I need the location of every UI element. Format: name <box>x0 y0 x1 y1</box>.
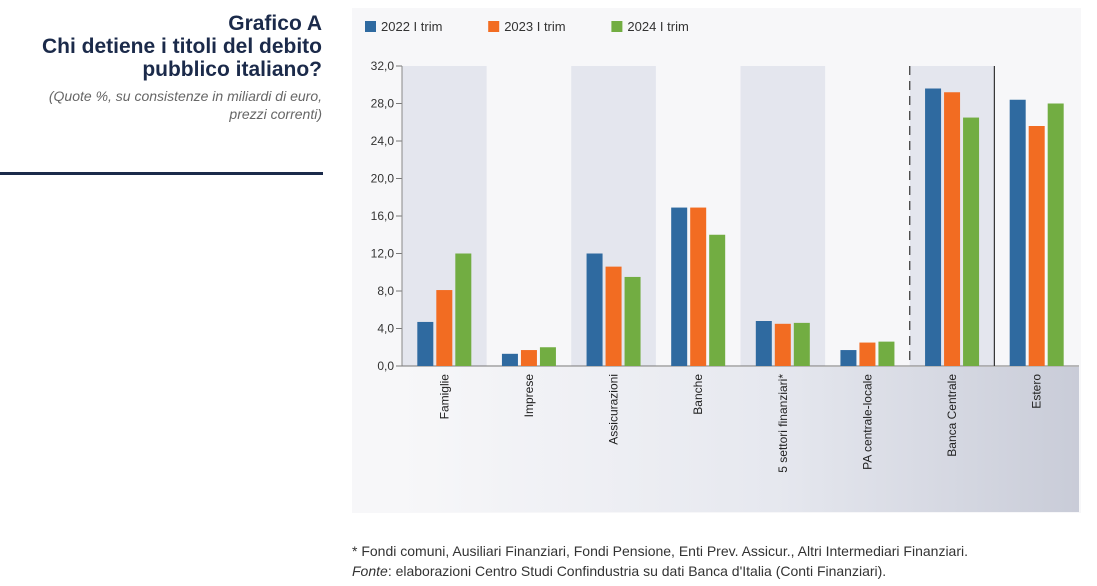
y-tick-label: 28,0 <box>371 97 395 111</box>
bar <box>774 323 791 366</box>
y-tick-label: 4,0 <box>377 322 394 336</box>
bar <box>520 350 537 366</box>
legend-swatch <box>365 21 376 32</box>
legend-swatch <box>488 21 500 32</box>
y-tick-label: 16,0 <box>371 209 395 223</box>
chart-title-line-3: pubblico italiano? <box>142 58 322 81</box>
category-band <box>740 66 826 366</box>
y-tick-label: 32,0 <box>371 59 395 73</box>
chart-notes: * Fondi comuni, Ausiliari Finanziari, Fo… <box>352 541 1092 581</box>
bar <box>963 117 980 366</box>
y-tick-label: 12,0 <box>371 247 395 261</box>
bar <box>501 353 518 366</box>
legend-swatch <box>611 21 623 32</box>
bar <box>671 207 688 366</box>
chart-title-line-2: Chi detiene i titoli del debito <box>41 35 322 58</box>
legend-label: 2024 I trim <box>627 19 688 34</box>
source-text: : elaborazioni Centro Studi Confindustri… <box>387 563 887 579</box>
chart-subtitle: (Quote %, su consistenze in miliardi di … <box>48 88 322 122</box>
legend-label: 2022 I trim <box>381 19 442 34</box>
x-tick-label: Famiglie <box>437 374 451 420</box>
bar <box>417 321 434 366</box>
chart-panel: 0,0 4,0 8,0 12,0 16,0 20,0 24,0 28,0 32,0 Famigli… <box>352 8 1081 513</box>
x-tick-label: 5 settori finanziari* <box>776 374 790 473</box>
bar <box>709 234 726 366</box>
bar <box>605 266 622 366</box>
y-tick-label: 0,0 <box>377 359 394 373</box>
bar <box>793 322 810 366</box>
bar <box>539 347 556 366</box>
title-divider <box>0 172 323 175</box>
bar <box>755 321 772 366</box>
bar <box>586 253 603 366</box>
legend-label: 2023 I trim <box>504 19 565 34</box>
source-label: Fonte <box>352 563 388 579</box>
y-tick-label: 20,0 <box>371 172 395 186</box>
category-label-band <box>402 367 1079 512</box>
bar <box>878 341 895 366</box>
bar-chart: 0,0 4,0 8,0 12,0 16,0 20,0 24,0 28,0 32,0 Famigli… <box>365 19 1079 512</box>
bar <box>944 92 961 366</box>
bar <box>1009 99 1026 366</box>
bar <box>859 342 876 366</box>
source-note: Fonte: elaborazioni Centro Studi Confind… <box>352 561 1092 581</box>
chart-title-line-1: Grafico A <box>228 12 322 35</box>
bar <box>925 88 942 366</box>
bar <box>436 290 453 366</box>
bar <box>624 276 641 366</box>
bar <box>455 253 472 366</box>
x-tick-label: Imprese <box>522 374 536 418</box>
bar <box>840 350 857 366</box>
bar <box>1028 126 1045 366</box>
y-tick-label: 24,0 <box>371 134 395 148</box>
footnote: * Fondi comuni, Ausiliari Finanziari, Fo… <box>352 543 968 559</box>
x-tick-label: Estero <box>1030 374 1044 409</box>
x-tick-label: Assicurazioni <box>607 374 621 445</box>
x-tick-label: Banca Centrale <box>945 374 959 457</box>
y-tick-label: 8,0 <box>377 284 394 298</box>
bar <box>1047 103 1064 366</box>
x-tick-label: PA centrale-locale <box>860 374 874 470</box>
chart-title-block: Grafico A Chi detiene i titoli del debit… <box>0 12 322 123</box>
x-tick-label: Banche <box>691 374 705 415</box>
bar <box>690 207 707 366</box>
